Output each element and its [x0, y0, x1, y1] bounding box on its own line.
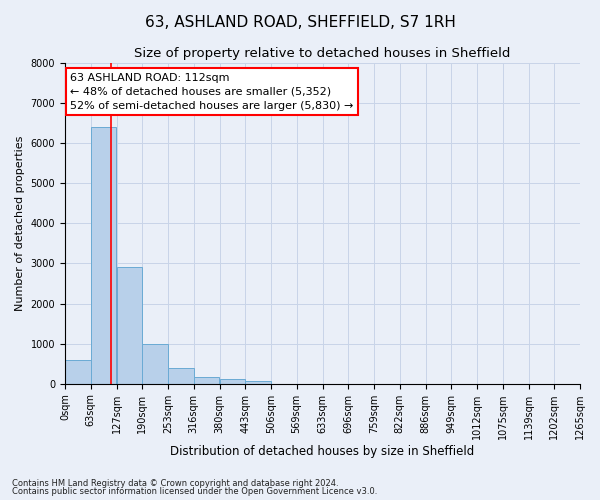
- Bar: [91, 127, 116, 384]
- X-axis label: Distribution of detached houses by size in Sheffield: Distribution of detached houses by size …: [170, 444, 475, 458]
- Text: 63, ASHLAND ROAD, SHEFFIELD, S7 1RH: 63, ASHLAND ROAD, SHEFFIELD, S7 1RH: [145, 15, 455, 30]
- Text: Contains public sector information licensed under the Open Government Licence v3: Contains public sector information licen…: [12, 487, 377, 496]
- Bar: [142, 344, 168, 384]
- Text: 63 ASHLAND ROAD: 112sqm
← 48% of detached houses are smaller (5,352)
52% of semi: 63 ASHLAND ROAD: 112sqm ← 48% of detache…: [70, 72, 353, 110]
- Title: Size of property relative to detached houses in Sheffield: Size of property relative to detached ho…: [134, 48, 511, 60]
- Bar: [168, 368, 194, 384]
- Bar: [245, 380, 271, 384]
- Bar: [194, 378, 219, 384]
- Bar: [220, 379, 245, 384]
- Bar: [65, 360, 91, 384]
- Bar: [116, 268, 142, 384]
- Text: Contains HM Land Registry data © Crown copyright and database right 2024.: Contains HM Land Registry data © Crown c…: [12, 478, 338, 488]
- Y-axis label: Number of detached properties: Number of detached properties: [15, 136, 25, 311]
